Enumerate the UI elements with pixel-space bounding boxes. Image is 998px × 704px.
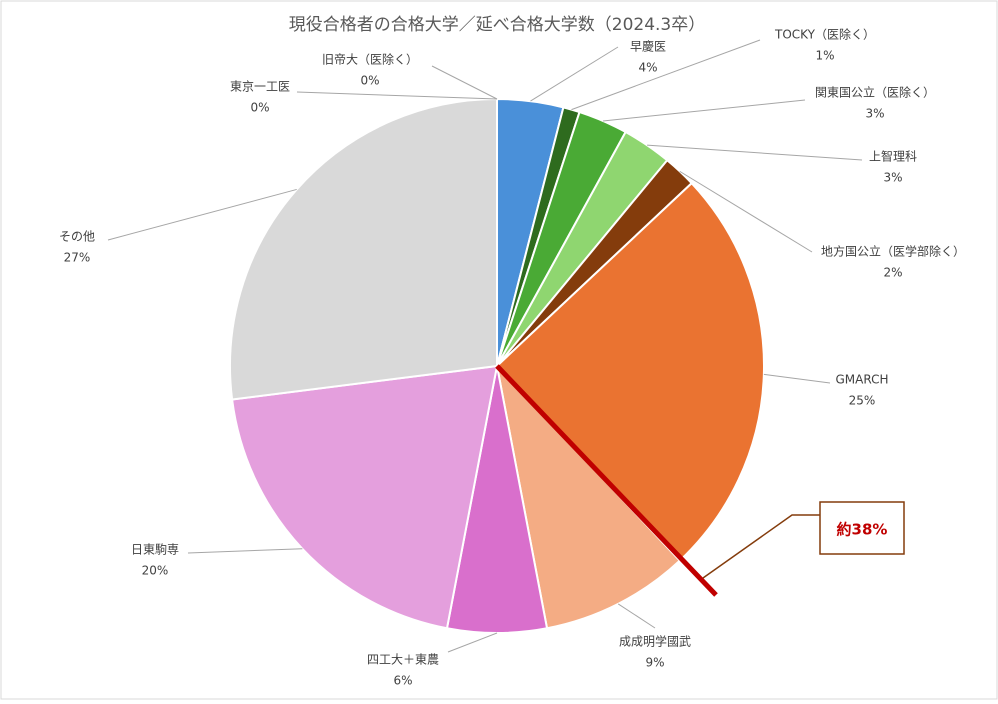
slice-value-label: 25% bbox=[849, 394, 876, 408]
leader-line bbox=[763, 373, 831, 384]
leader-line bbox=[447, 632, 498, 653]
leader-line bbox=[647, 144, 863, 161]
leader-line bbox=[296, 91, 498, 100]
leader-line bbox=[602, 99, 806, 122]
slice-value-label: 2% bbox=[883, 266, 902, 280]
annotation-box bbox=[819, 501, 905, 555]
leader-line bbox=[431, 65, 498, 100]
slice-label: GMARCH bbox=[835, 373, 888, 387]
slice-value-label: 0% bbox=[250, 101, 269, 115]
pie-slice bbox=[230, 364, 499, 630]
leader-line bbox=[107, 188, 297, 241]
slice-label: 四工大＋東農 bbox=[367, 653, 439, 667]
slice-value-label: 9% bbox=[645, 656, 664, 670]
divider-line bbox=[495, 364, 718, 597]
slice-value-label: 4% bbox=[638, 61, 657, 75]
leader-line bbox=[617, 603, 656, 629]
annotation: 約38% bbox=[837, 521, 888, 539]
slice-label: 東京一工医 bbox=[230, 80, 290, 94]
leader-line bbox=[530, 46, 619, 102]
slice-label: 日東駒専 bbox=[131, 543, 179, 557]
slice-label: その他 bbox=[59, 230, 95, 244]
slice-value-label: 27% bbox=[64, 251, 91, 265]
slice-label: 地方国公立（医学部除く） bbox=[821, 244, 965, 259]
leader-line bbox=[679, 170, 813, 253]
slice-label: 上智理科 bbox=[869, 149, 917, 164]
labels: 旧帝大（医除く） 0% 早慶医 4% TOCKY（医除く） 1% 関東国公立（医除く） 3% 上… bbox=[59, 27, 965, 688]
slice-value-label: 20% bbox=[142, 564, 169, 578]
slice-label: 早慶医 bbox=[630, 40, 666, 54]
slices bbox=[229, 97, 765, 635]
chart-title: 現役合格者の合格大学／延べ合格大学数（2024.3卒） bbox=[289, 15, 705, 35]
slice-value-label: 6% bbox=[393, 674, 412, 688]
slice-label: 成成明学國武 bbox=[619, 634, 691, 649]
leader-line bbox=[571, 39, 761, 111]
slice-label: 関東国公立（医除く） bbox=[815, 85, 935, 100]
pie-slice bbox=[495, 181, 765, 563]
slice-value-label: 3% bbox=[865, 107, 884, 121]
slice-value-label: 0% bbox=[360, 74, 379, 88]
leader-line bbox=[187, 548, 303, 554]
slice-value-label: 3% bbox=[883, 171, 902, 185]
slice-label: 旧帝大（医除く） bbox=[322, 52, 418, 67]
annotation-leader bbox=[702, 514, 820, 579]
slice-value-label: 1% bbox=[815, 49, 834, 63]
slice-label: TOCKY（医除く） bbox=[774, 27, 875, 42]
